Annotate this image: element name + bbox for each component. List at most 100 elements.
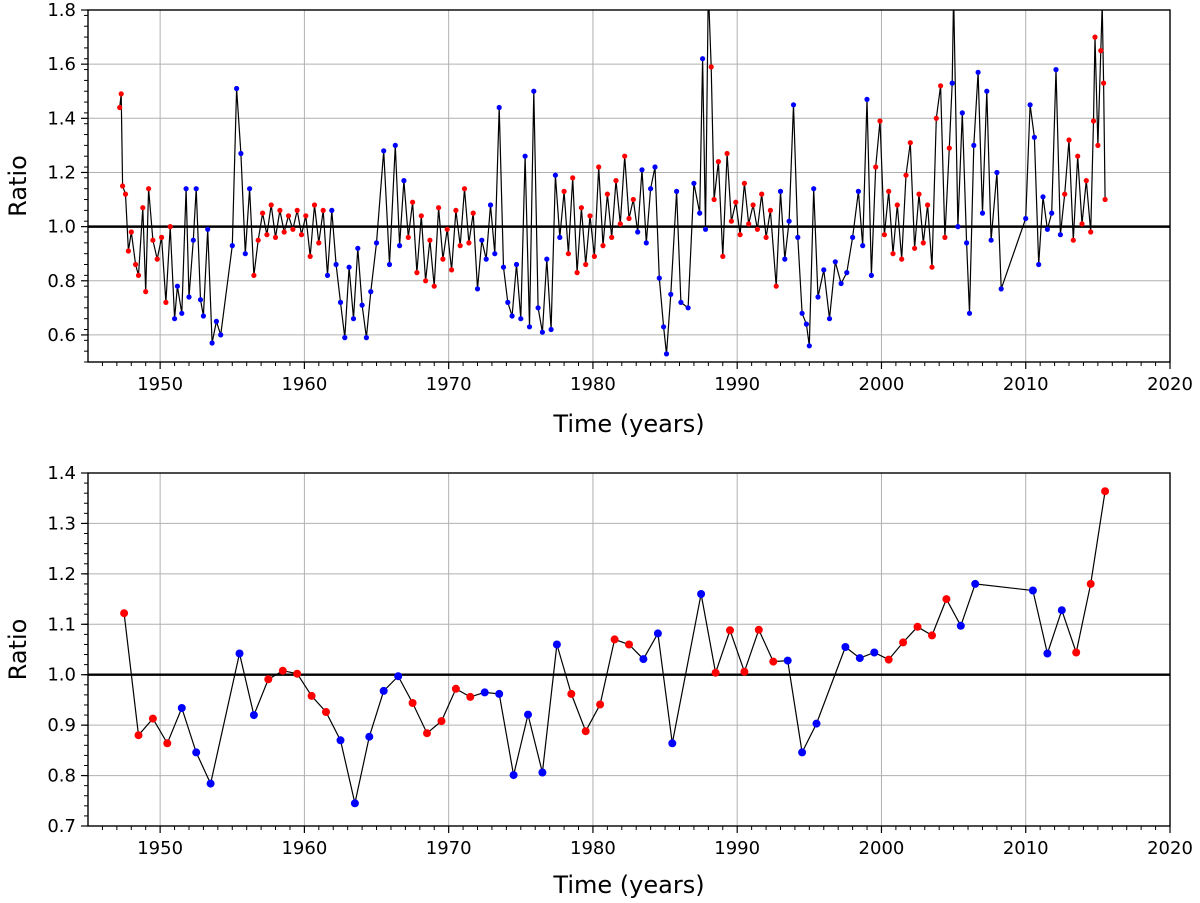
bottom-data-point-blue [552,640,561,649]
bottom-data-point-blue [1043,649,1052,658]
top-data-point-blue [685,305,691,311]
top-y-tick-label: 0.8 [47,271,76,292]
top-data-point-blue [1053,67,1059,73]
top-data-point-blue [205,226,211,232]
top-data-point-blue [1040,194,1046,200]
top-data-point-red [773,283,779,289]
bottom-data-point-blue [509,771,518,780]
bottom-data-point-red [610,635,619,644]
bottom-data-point-red [596,700,605,709]
top-data-point-red [715,159,722,165]
top-data-point-blue [359,302,365,308]
top-data-point-red [466,240,472,246]
bottom-data-point-red [264,675,273,684]
top-data-point-blue [702,226,709,232]
bottom-data-point-blue [1028,586,1037,595]
bottom-data-point-red [293,669,302,678]
bottom-data-point-blue [697,590,706,598]
bottom-y-tick-label: 1.0 [47,665,76,686]
top-data-point-red [143,289,149,295]
top-data-point-red [916,191,922,197]
top-data-point-blue [668,291,674,297]
top-x-tick-label: 2010 [1003,374,1049,395]
top-data-point-blue [652,164,658,170]
top-data-point-blue [213,318,219,324]
bottom-data-point-red [913,622,922,631]
top-y-tick-label: 1.0 [47,217,76,238]
top-data-point-red [1079,221,1085,227]
top-data-point-blue [971,142,977,148]
top-data-point-red [146,186,152,192]
bottom-data-point-blue [855,654,864,663]
top-data-point-blue [1036,261,1042,268]
top-data-point-red [591,253,598,259]
top-data-point-blue [782,256,788,262]
bottom-data-point-blue [235,649,244,658]
top-data-point-blue [373,240,380,246]
bottom-data-point-red [134,731,143,740]
top-data-point-blue [984,88,990,94]
top-data-point-blue [803,321,810,327]
top-data-point-blue [643,240,649,246]
top-data-point-red [272,234,279,240]
top-y-tick-label: 0.6 [47,325,76,346]
top-data-point-red [1098,48,1104,54]
bottom-data-point-red [1072,648,1081,657]
top-data-point-red [167,224,173,230]
top-data-point-blue [479,237,485,243]
top-data-point-blue [1057,232,1063,238]
bottom-data-point-red [163,739,172,748]
top-data-point-blue [795,234,801,240]
top-data-point-red [125,248,131,254]
top-data-point-blue [355,245,361,251]
top-data-point-blue [209,340,215,346]
top-data-point-red [938,83,944,89]
top-data-point-blue [397,243,403,249]
top-data-point-blue [548,326,554,333]
top-data-point-blue [656,275,662,281]
bottom-data-point-red [567,689,576,698]
top-data-point-blue [639,167,645,173]
top-data-point-blue [505,299,511,305]
top-data-point-red [440,256,446,262]
bottom-data-point-blue [350,799,359,808]
top-data-point-red [414,270,420,276]
top-data-point-red [449,267,455,273]
top-data-point-blue [806,343,812,349]
top-data-point-red [281,229,287,235]
top-data-point-blue [552,172,559,178]
top-data-point-blue [697,210,703,216]
top-data-point-blue [959,110,965,116]
bottom-data-point-red [625,640,633,649]
top-data-point-blue [238,150,244,157]
top-data-point-blue [229,243,235,249]
top-data-point-red [737,232,743,238]
top-data-point-red [423,278,429,284]
top-data-point-blue [496,104,502,111]
top-data-point-blue [826,316,833,322]
bottom-data-point-blue [365,732,374,741]
bottom-data-point-blue [177,704,186,712]
bottom-data-point-blue [1057,606,1066,615]
top-data-point-red [626,215,632,222]
top-data-point-red [746,221,752,227]
top-data-point-blue [998,286,1004,292]
bottom-data-point-blue [956,621,965,630]
top-data-point-blue [691,180,697,186]
top-data-point-red [894,202,900,208]
top-x-axis-label: Time (years) [552,410,704,438]
top-data-point-red [622,153,628,159]
bottom-y-tick-label: 0.7 [47,816,76,837]
top-data-point-red [617,221,623,227]
top-plot-frame [87,9,1171,363]
bottom-data-point-red [120,609,129,618]
top-data-point-red [1070,237,1076,243]
top-data-point-red [163,299,169,305]
top-data-point-red [135,272,142,278]
bottom-data-point-red [148,714,157,723]
bottom-data-point-red [899,638,908,647]
top-data-point-red [405,234,411,240]
bottom-y-tick-label: 1.2 [47,564,76,585]
bottom-data-point-blue [249,711,258,720]
